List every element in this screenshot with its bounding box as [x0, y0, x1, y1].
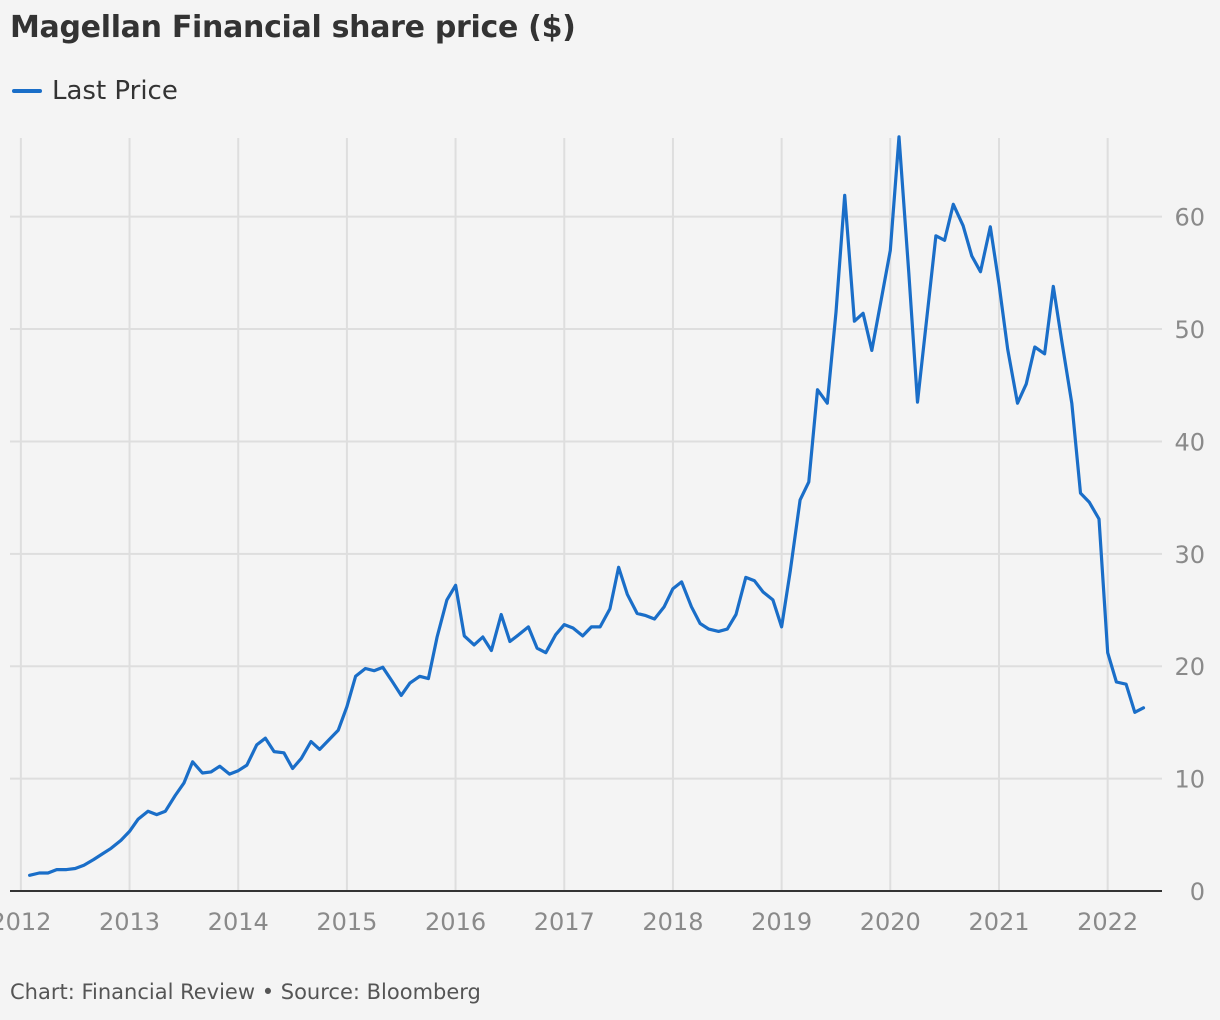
y-tick-label-40: 40: [1174, 428, 1205, 456]
x-tick-label-2017: 2017: [534, 908, 595, 936]
x-tick-label-2022: 2022: [1077, 908, 1138, 936]
x-tick-label-2014: 2014: [208, 908, 269, 936]
x-axis-tick-labels: 2012 2013 2014 2015 2016 2017 2018 2019 2020 2021…: [0, 908, 1138, 936]
chart-title: Magellan Financial share price ($): [10, 10, 576, 45]
y-axis-tick-labels: 0 10 20 30 40 50 60: [1174, 204, 1205, 906]
x-tick-label-2015: 2015: [316, 908, 377, 936]
series-layer: [28, 135, 1146, 877]
x-tick-label-2020: 2020: [860, 908, 921, 936]
y-tick-label-60: 60: [1174, 204, 1205, 232]
legend-swatch: [12, 89, 42, 93]
x-tick-label-2019: 2019: [751, 908, 812, 936]
x-tick-label-2018: 2018: [642, 908, 703, 936]
x-tick-label-2021: 2021: [968, 908, 1029, 936]
series-line-last-price: [28, 135, 1146, 877]
x-tick-label-2012: 2012: [0, 908, 51, 936]
legend-label-last-price: Last Price: [52, 76, 178, 106]
chart-source-footer: Chart: Financial Review • Source: Bloomb…: [10, 980, 481, 1004]
grid-lines: [10, 138, 1162, 891]
y-tick-label-30: 30: [1174, 541, 1205, 569]
legend: Last Price: [12, 76, 178, 106]
x-tick-label-2013: 2013: [99, 908, 160, 936]
y-tick-label-0: 0: [1190, 878, 1205, 906]
x-tick-label-2016: 2016: [425, 908, 486, 936]
y-tick-label-50: 50: [1174, 316, 1205, 344]
y-tick-label-20: 20: [1174, 653, 1205, 681]
y-tick-label-10: 10: [1174, 766, 1205, 794]
